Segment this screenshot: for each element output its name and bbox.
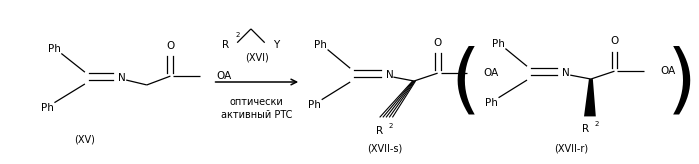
Text: OA: OA bbox=[484, 68, 499, 78]
Text: Ph: Ph bbox=[491, 39, 505, 49]
Text: (XVI): (XVI) bbox=[245, 52, 268, 62]
Text: R: R bbox=[222, 40, 229, 50]
Text: O: O bbox=[610, 36, 619, 46]
Text: (XV): (XV) bbox=[75, 134, 95, 144]
Text: оптически: оптически bbox=[230, 97, 284, 107]
Text: Ph: Ph bbox=[41, 102, 54, 113]
Text: O: O bbox=[166, 41, 175, 51]
Text: Y: Y bbox=[273, 40, 279, 50]
Text: R: R bbox=[582, 124, 589, 134]
Text: Ph: Ph bbox=[314, 40, 326, 50]
Text: Ph: Ph bbox=[308, 100, 321, 110]
Text: Ph: Ph bbox=[48, 44, 60, 54]
Text: N: N bbox=[386, 70, 394, 80]
Text: 2: 2 bbox=[236, 32, 240, 38]
Text: O: O bbox=[433, 38, 442, 48]
Text: OA: OA bbox=[217, 71, 232, 81]
Text: активный PTC: активный PTC bbox=[221, 110, 292, 120]
Polygon shape bbox=[584, 79, 596, 116]
Text: 2: 2 bbox=[389, 123, 393, 129]
Text: (XVII-r): (XVII-r) bbox=[554, 144, 589, 154]
Text: OA: OA bbox=[661, 66, 676, 76]
Text: Ph: Ph bbox=[485, 98, 498, 108]
Text: R: R bbox=[376, 126, 383, 136]
Text: N: N bbox=[563, 68, 570, 78]
Text: N: N bbox=[118, 73, 126, 83]
Text: (XVII-s): (XVII-s) bbox=[367, 144, 402, 154]
Text: ): ) bbox=[666, 45, 696, 119]
Text: (: ( bbox=[450, 45, 480, 119]
Text: 2: 2 bbox=[595, 121, 599, 127]
